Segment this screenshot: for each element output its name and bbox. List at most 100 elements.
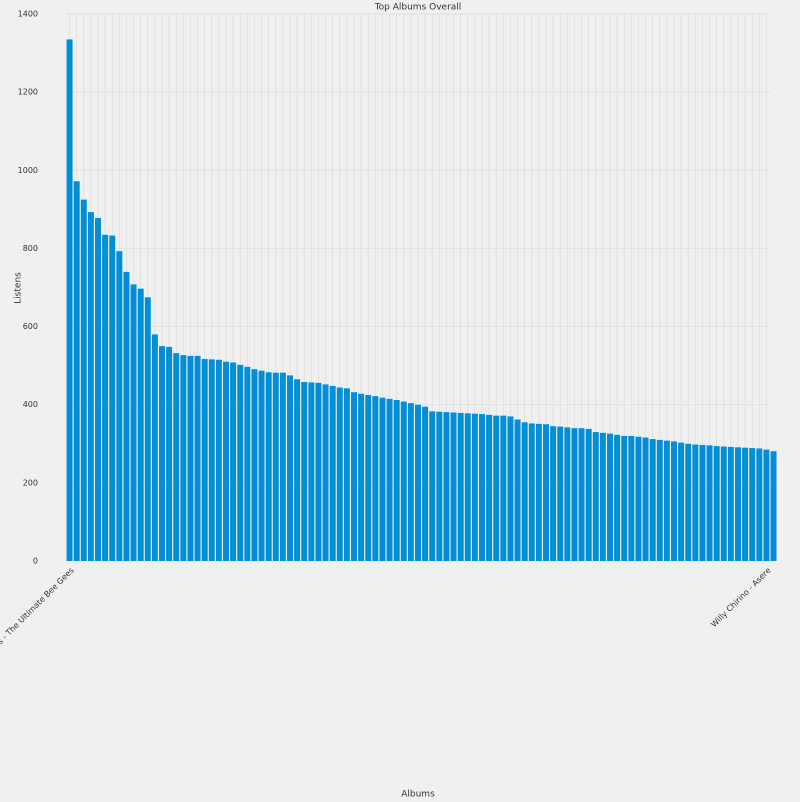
bar: [208, 359, 215, 561]
bar: [614, 434, 621, 561]
bar: [543, 424, 549, 561]
bar: [215, 359, 222, 561]
bar: [607, 433, 613, 561]
bar: [422, 406, 429, 561]
bar: [415, 404, 421, 561]
bar: [770, 451, 777, 561]
bar: [436, 411, 443, 561]
bar: [194, 355, 201, 561]
bar: [720, 446, 727, 561]
bar: [514, 419, 521, 561]
bar: [507, 416, 514, 561]
bar: [201, 359, 208, 561]
bar: [159, 346, 165, 561]
bar: [230, 362, 237, 561]
bar: [763, 449, 770, 561]
bar: [742, 447, 749, 561]
bar: [379, 397, 386, 561]
bar: [294, 379, 301, 561]
bar: [308, 382, 315, 561]
bar: [123, 271, 130, 561]
bar: [95, 217, 101, 561]
bar: [500, 415, 507, 561]
bar: [358, 393, 365, 561]
bar: [151, 334, 158, 561]
bar: [464, 413, 471, 561]
bar: [393, 400, 400, 561]
bar: [727, 446, 734, 561]
y-tick-label: 1400: [18, 10, 38, 19]
bar: [109, 235, 116, 561]
bar: [365, 394, 372, 561]
bar: [265, 372, 272, 561]
bar: [628, 435, 635, 561]
bar: [592, 432, 599, 561]
bar: [713, 446, 720, 561]
bar: [528, 423, 535, 561]
bar: [315, 382, 322, 561]
bar: [550, 426, 557, 561]
chart-title: Top Albums Overall: [374, 3, 462, 13]
bar: [336, 387, 343, 561]
bar: [258, 370, 265, 561]
bar: [80, 199, 87, 561]
bar: [557, 426, 564, 561]
bar: [73, 181, 80, 561]
bar: [443, 412, 450, 561]
bar: [272, 372, 279, 561]
y-tick-label: 200: [23, 478, 38, 487]
bar: [372, 396, 379, 561]
x-axis-label: Albums: [401, 790, 435, 800]
bar: [279, 372, 286, 561]
bar: [322, 384, 329, 561]
bar: [749, 448, 756, 561]
bar: [486, 414, 493, 561]
y-tick-label: 600: [23, 322, 38, 331]
bar: [144, 297, 151, 561]
bar: [223, 361, 229, 561]
bar: [351, 392, 357, 561]
y-tick-label: 400: [23, 400, 38, 409]
bar: [663, 440, 670, 561]
bar: [429, 411, 436, 561]
bar: [130, 284, 137, 561]
bar: [699, 444, 706, 561]
bar: [599, 432, 606, 561]
bar: [400, 401, 407, 561]
bar: [137, 288, 144, 561]
bar: [450, 412, 457, 561]
bar: [407, 403, 414, 561]
bar: [457, 412, 464, 561]
bar: [649, 439, 656, 561]
bar: [343, 388, 350, 561]
bar: [329, 385, 336, 561]
bar: [187, 355, 194, 561]
bar: [180, 355, 187, 561]
bar: [287, 375, 293, 561]
bar: [173, 353, 180, 561]
bar: [656, 439, 663, 561]
bar: [685, 443, 692, 561]
bar: [116, 251, 123, 561]
bar: [87, 212, 94, 561]
bar: [635, 436, 642, 561]
bar: [301, 382, 308, 561]
bar: [578, 428, 585, 561]
bar: [237, 364, 244, 561]
bar: [671, 441, 677, 561]
y-tick-label: 0: [33, 557, 38, 566]
y-axis-label: Listens: [14, 272, 24, 304]
bar: [621, 435, 628, 561]
bar: [471, 413, 478, 561]
bar: [678, 442, 685, 561]
bar: [564, 427, 571, 561]
bar: [493, 415, 500, 561]
bar: [642, 437, 649, 561]
bar: [386, 398, 393, 561]
bar: [102, 234, 109, 561]
bar: [535, 423, 542, 561]
bar: [251, 369, 258, 561]
y-tick-label: 1200: [18, 88, 38, 97]
bar: [244, 366, 251, 561]
